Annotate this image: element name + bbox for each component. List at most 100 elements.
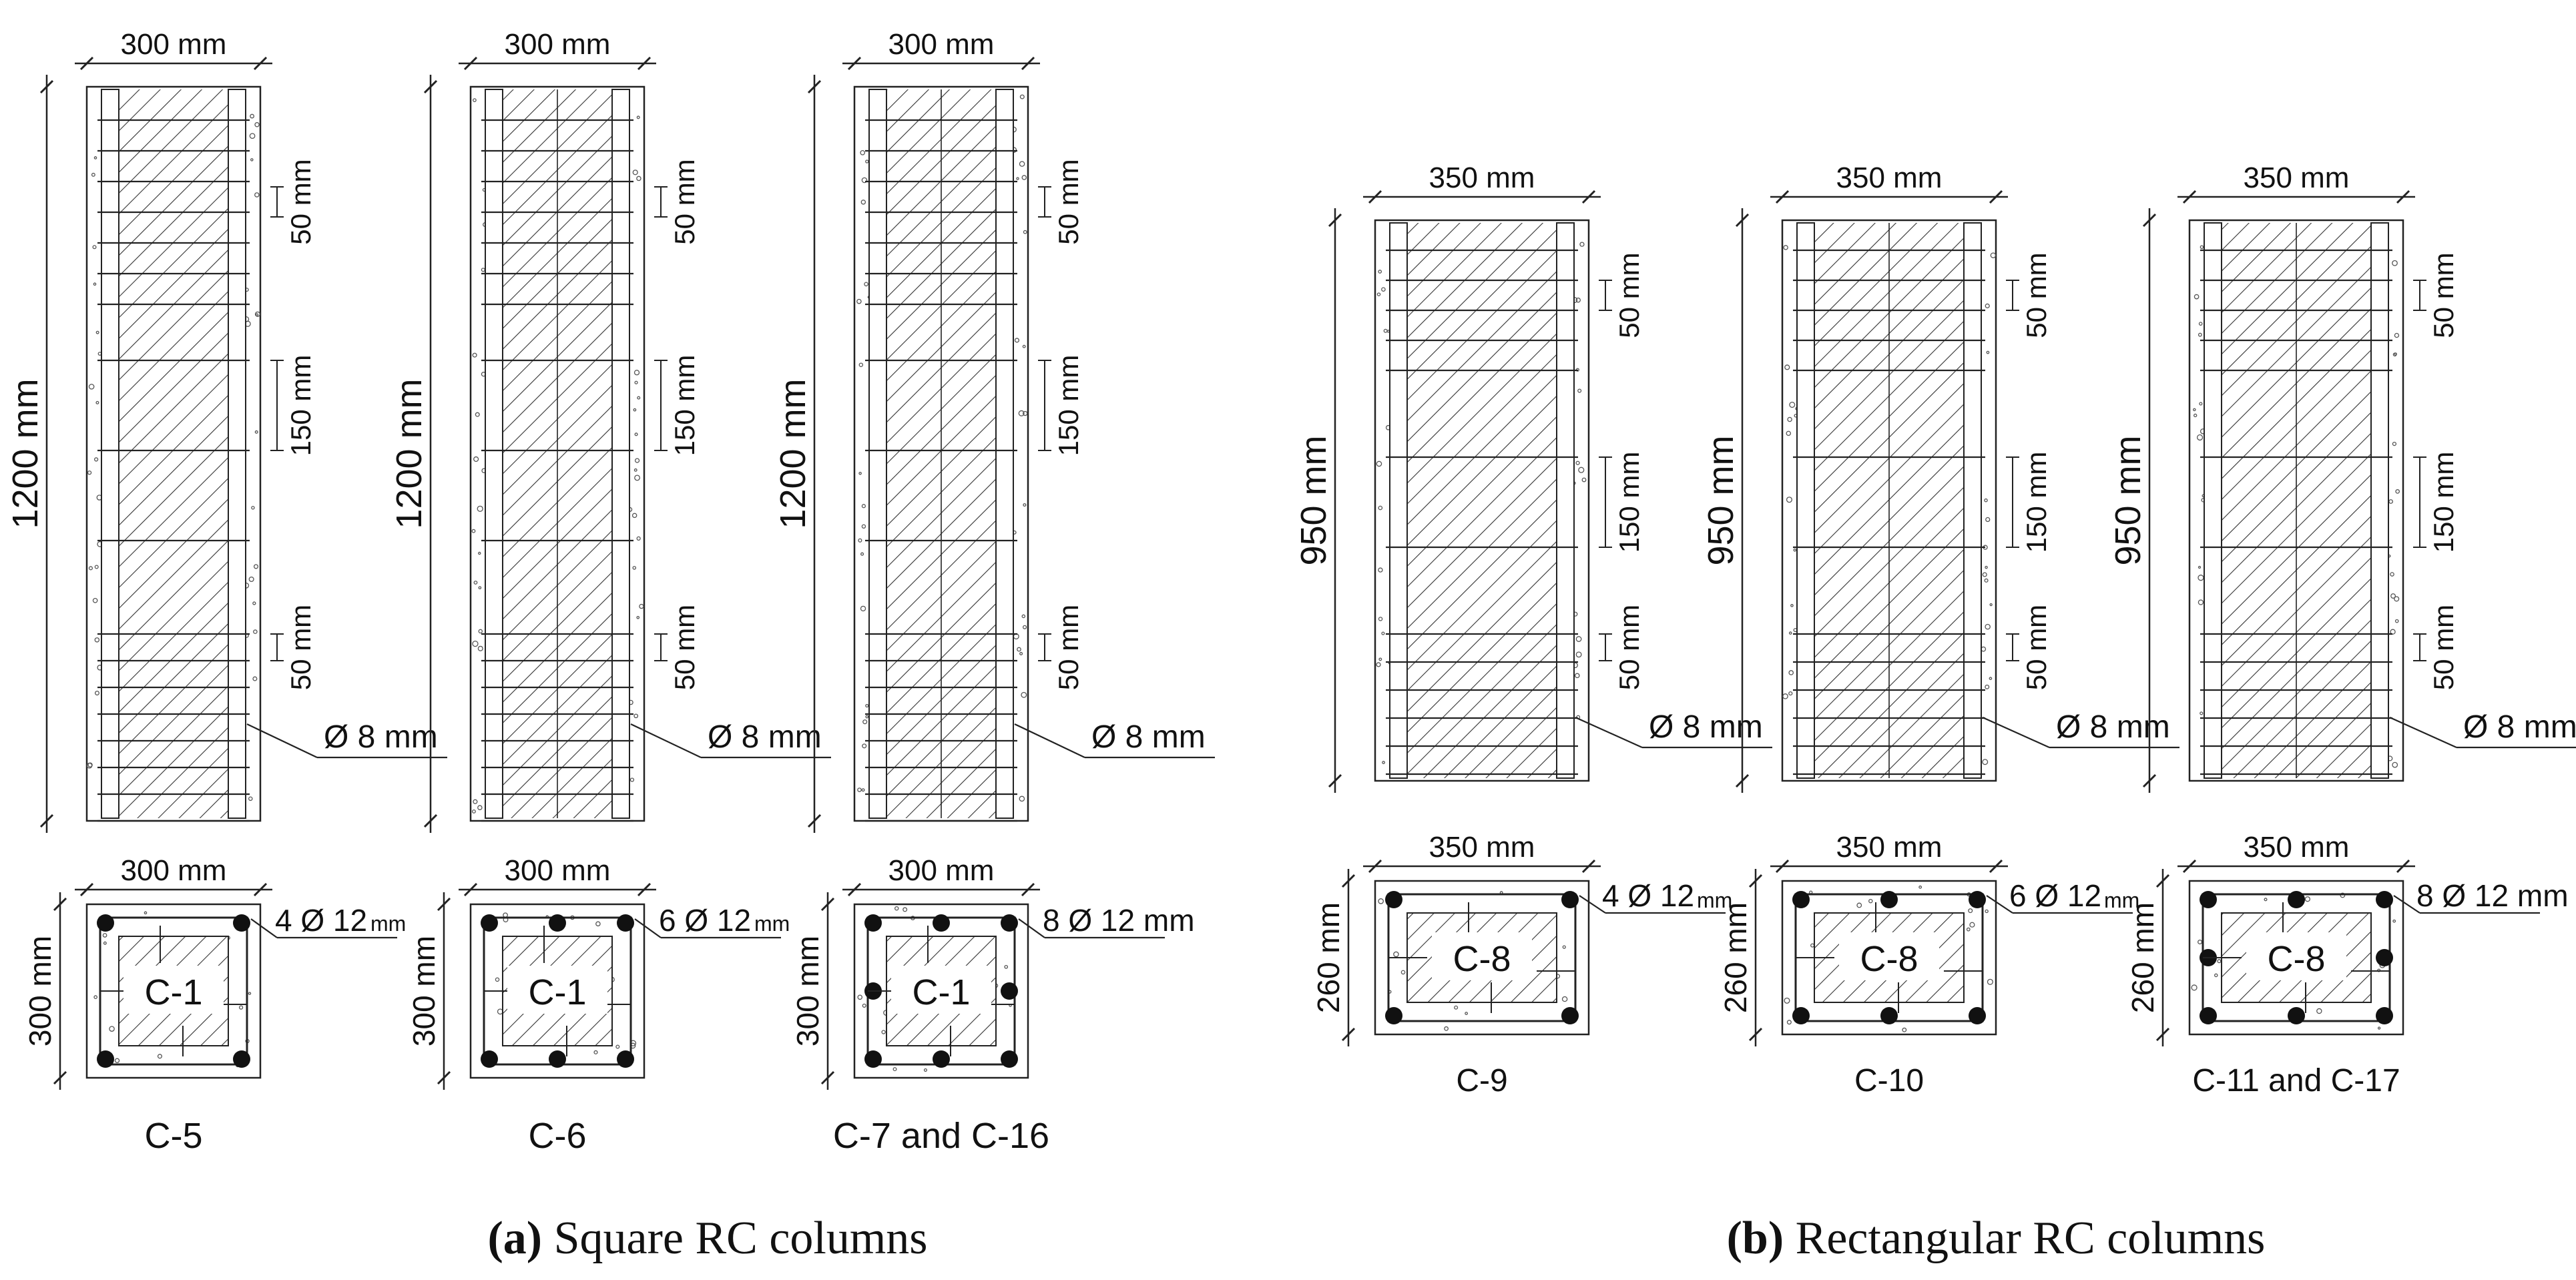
stirrup-spacing-dimension: 50 mm — [2006, 252, 2052, 338]
aggregate-speck — [2214, 973, 2218, 978]
column-elevation — [853, 85, 1029, 822]
spacing-label: 50 mm — [285, 605, 316, 690]
aggregate-speck — [865, 715, 869, 719]
rebar-dot — [97, 1050, 114, 1068]
stirrup-spacing-dimension: 150 mm — [1599, 452, 1645, 553]
core-label: C-8 — [2267, 939, 2325, 979]
aggregate-speck — [1019, 161, 1025, 167]
spacing-label: 50 mm — [1613, 252, 1645, 338]
aggregate-speck — [253, 629, 258, 634]
rebar-dot — [97, 914, 114, 932]
aggregate-speck — [1984, 498, 1988, 503]
aggregate-speck — [1918, 885, 1922, 889]
core-label: C-1 — [144, 972, 202, 1012]
dimension-tick — [820, 897, 835, 912]
core-label: C-1 — [912, 972, 970, 1012]
dimension-tick — [79, 882, 94, 897]
aggregate-speck — [473, 98, 477, 102]
height-label: 260 mm — [1311, 902, 1346, 1013]
dimension-tick — [1989, 859, 2003, 874]
rebar-label: 8 Ø 12 mm — [1043, 903, 1195, 938]
aggregate-speck — [252, 676, 258, 681]
longitudinal-rebar — [2370, 222, 2389, 779]
rebar-dot — [1385, 1007, 1402, 1024]
aggregate-speck — [2198, 322, 2203, 326]
aggregate-speck — [144, 911, 148, 915]
aggregate-speck — [923, 1068, 928, 1072]
aggregate-speck — [633, 468, 637, 472]
aggregate-speck — [1376, 662, 1381, 667]
aggregate-speck — [94, 637, 100, 643]
rebar-dot — [233, 914, 250, 932]
concrete-aggregate — [471, 98, 487, 814]
aggregate-speck — [251, 506, 255, 510]
aggregate-speck — [1968, 908, 1973, 914]
height-dimension: 950 mm — [2108, 208, 2157, 793]
aggregate-speck — [2392, 919, 2396, 923]
aggregate-speck — [892, 1067, 897, 1072]
aggregate-speck — [857, 994, 863, 1000]
dimension-tick — [79, 56, 94, 71]
rebar-dot — [2200, 1007, 2217, 1024]
aggregate-speck — [2377, 1026, 2381, 1030]
stirrup-spacing-dimension: 50 mm — [2413, 252, 2459, 338]
aggregate-speck — [2198, 599, 2204, 605]
aggregate-speck — [1902, 1027, 1907, 1032]
core-label-bg — [2246, 932, 2346, 980]
stirrup-spacing-dimension: 50 mm — [654, 605, 700, 690]
column-name: C-9 — [1456, 1063, 1507, 1098]
dimension-tick — [1735, 213, 1750, 228]
width-label: 350 mm — [1429, 162, 1535, 194]
rebar-label: 4 Ø 12 — [1602, 878, 1694, 913]
aggregate-speck — [87, 762, 93, 767]
caption-b-text: Rectangular RC columns — [1784, 1213, 2265, 1264]
aggregate-speck — [634, 458, 640, 463]
aggregate-speck — [2390, 572, 2394, 577]
column-cross-section: C-1 — [853, 903, 1029, 1079]
dimension-tick — [253, 56, 268, 71]
rebar-dot — [481, 914, 498, 932]
width-label: 300 mm — [121, 28, 227, 61]
longitudinal-rebar — [228, 89, 246, 819]
leader-line — [246, 723, 318, 758]
spacing-label: 150 mm — [2021, 452, 2052, 553]
aggregate-speck — [1788, 631, 1792, 635]
aggregate-speck — [1378, 505, 1383, 511]
concrete-aggregate — [856, 149, 870, 792]
core-label: C-1 — [528, 972, 586, 1012]
aggregate-speck — [250, 113, 255, 119]
aggregate-speck — [475, 412, 480, 417]
dimension-tick — [1989, 190, 2003, 204]
caption-a-text: Square RC columns — [542, 1213, 927, 1264]
stirrup-spacing-dimension: 150 mm — [2413, 452, 2459, 553]
spacing-label: 150 mm — [2428, 452, 2459, 553]
aggregate-speck — [1014, 338, 1020, 343]
rebar-dot — [617, 1050, 634, 1068]
aggregate-speck — [2199, 402, 2203, 406]
height-dimension: 300 mm — [23, 892, 67, 1090]
aggregate-speck — [1985, 565, 1988, 569]
dimension-tick — [423, 814, 438, 828]
stirrup-callout: Ø 8 mm — [1014, 719, 1215, 759]
aggregate-speck — [1985, 684, 1990, 689]
leader-line — [2389, 716, 2457, 749]
rebar-dot — [1880, 891, 1898, 908]
stirrup-callout: Ø 8 mm — [1982, 709, 2179, 749]
core-label-bg — [507, 966, 607, 1014]
height-label: 1200 mm — [773, 378, 813, 529]
rebar-label: 8 Ø 12 mm — [2416, 878, 2569, 913]
spacing-label: 150 mm — [1053, 355, 1084, 456]
height-dimension: 260 mm — [2125, 869, 2170, 1046]
height-dimension: 260 mm — [1718, 869, 1763, 1046]
aggregate-speck — [1868, 898, 1873, 904]
aggregate-speck — [95, 400, 99, 404]
width-dimension: 350 mm — [1770, 162, 2008, 204]
aggregate-speck — [636, 615, 640, 619]
column-elevation — [85, 85, 262, 822]
width-dimension: 350 mm — [1770, 831, 2008, 874]
concrete-aggregate — [86, 156, 103, 769]
aggregate-speck — [881, 1030, 886, 1034]
spacing-label: 50 mm — [1053, 605, 1084, 690]
dimension-tick — [637, 56, 652, 71]
aggregate-speck — [1561, 996, 1568, 1002]
